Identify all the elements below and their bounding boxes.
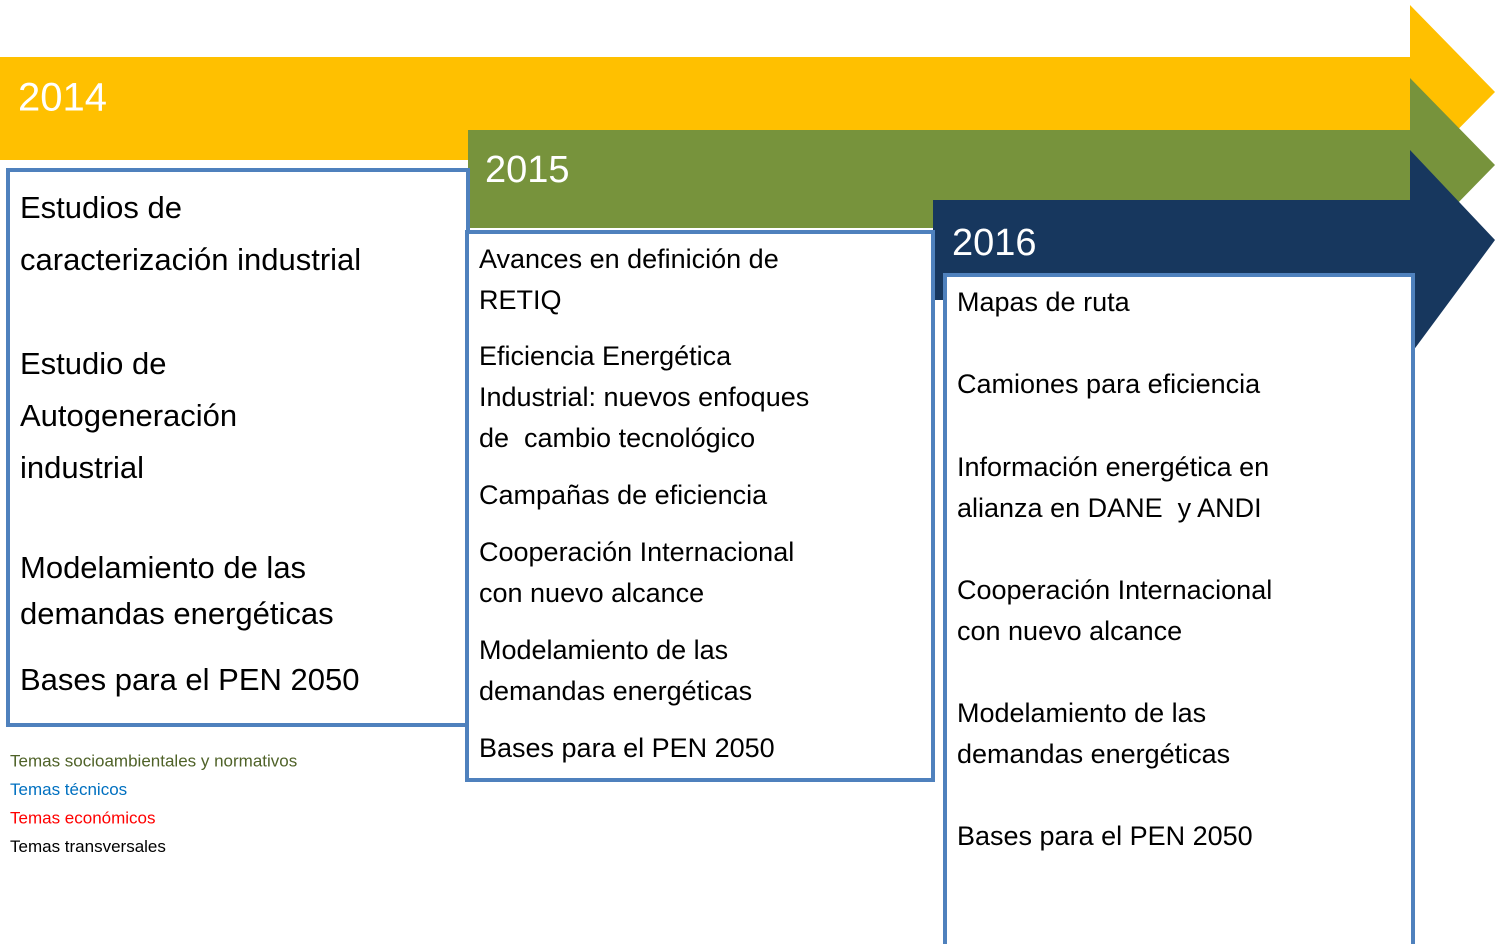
box-2014 xyxy=(6,168,470,727)
year-label: 2014 xyxy=(18,76,107,120)
legend-entry: Temas transversales xyxy=(10,837,166,856)
item-line: Mapas de ruta xyxy=(957,287,1131,317)
item-line: Avances en definición de xyxy=(479,244,779,274)
item-line: caracterización industrial xyxy=(20,242,361,277)
item-line: con nuevo alcance xyxy=(479,578,704,608)
box-2016 xyxy=(943,273,1415,944)
legend-entry: Temas técnicos xyxy=(10,780,127,799)
year-label: 2015 xyxy=(485,149,570,191)
item-line: Industrial: nuevos enfoques xyxy=(479,382,809,412)
item-line: Eficiencia Energética xyxy=(479,341,732,371)
item-line: industrial xyxy=(20,450,144,485)
item-line: demandas energéticas xyxy=(479,676,752,706)
item-line: Modelamiento de las xyxy=(20,550,306,585)
item-line: Bases para el PEN 2050 xyxy=(957,821,1253,851)
item-line: con nuevo alcance xyxy=(957,616,1182,646)
item-line: Cooperación Internacional xyxy=(479,537,794,567)
box-2015 xyxy=(465,230,935,782)
item-line: Autogeneración xyxy=(20,398,237,433)
item-line: alianza en DANE y ANDI xyxy=(957,493,1262,523)
year-label: 2016 xyxy=(952,222,1037,264)
item-line: Estudios de xyxy=(20,190,182,225)
item-line: Bases para el PEN 2050 xyxy=(479,733,775,763)
item-line: Modelamiento de las xyxy=(957,698,1206,728)
item-line: Campañas de eficiencia xyxy=(479,480,768,510)
item-line: Bases para el PEN 2050 xyxy=(20,662,360,697)
item-line: Modelamiento de las xyxy=(479,635,728,665)
legend-entry: Temas socioambientales y normativos xyxy=(10,751,297,770)
legend-entry: Temas económicos xyxy=(10,808,156,827)
item-line: Camiones para eficiencia xyxy=(957,369,1261,399)
item-line: Estudio de xyxy=(20,346,167,381)
item-line: de cambio tecnológico xyxy=(479,423,755,453)
item-line: Cooperación Internacional xyxy=(957,575,1272,605)
item-line: demandas energéticas xyxy=(957,739,1230,769)
item-line: demandas energéticas xyxy=(20,596,334,631)
item-line: Información energética en xyxy=(957,452,1269,482)
arrow-2016 xyxy=(933,150,1495,355)
item-line: RETIQ xyxy=(479,285,562,315)
